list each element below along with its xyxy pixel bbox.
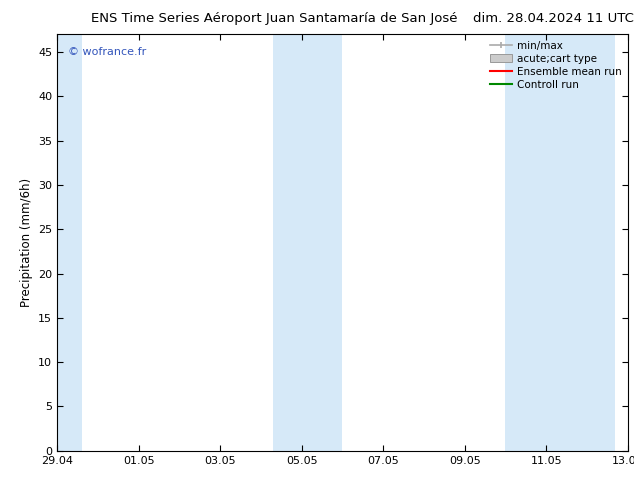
Text: dim. 28.04.2024 11 UTC: dim. 28.04.2024 11 UTC xyxy=(473,12,634,25)
Text: © wofrance.fr: © wofrance.fr xyxy=(68,47,146,57)
Text: ENS Time Series Aéroport Juan Santamaría de San José: ENS Time Series Aéroport Juan Santamaría… xyxy=(91,12,457,25)
Y-axis label: Precipitation (mm/6h): Precipitation (mm/6h) xyxy=(20,178,32,307)
Bar xyxy=(505,34,616,451)
Bar xyxy=(57,34,82,451)
Bar xyxy=(273,34,342,451)
Legend: min/max, acute;cart type, Ensemble mean run, Controll run: min/max, acute;cart type, Ensemble mean … xyxy=(486,36,626,94)
